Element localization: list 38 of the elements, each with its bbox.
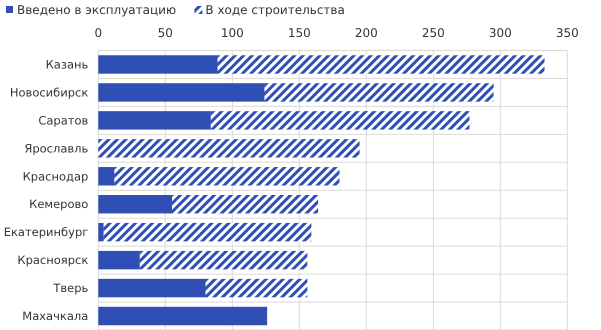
x-tick-label: 200 (354, 26, 378, 40)
y-tick-label: Ярославль (24, 141, 89, 156)
bar (114, 167, 340, 186)
x-tick-label: 100 (220, 26, 244, 40)
y-tick-label: Краснодар (22, 169, 88, 184)
x-tick-label: 250 (422, 26, 445, 40)
bar (98, 222, 104, 242)
bar (98, 278, 206, 298)
bar (98, 306, 268, 326)
y-tick-label: Новосибирск (10, 85, 88, 100)
x-tick-label: 300 (488, 26, 512, 40)
y-tick-label: Казань (46, 57, 89, 72)
bar (98, 111, 211, 130)
y-tick-label: Саратов (38, 113, 89, 128)
y-tick-label: Тверь (52, 281, 89, 296)
bar (98, 55, 218, 74)
x-tick-label: 150 (288, 26, 311, 40)
legend-label: Введено в эксплуатацию (17, 3, 176, 17)
bar (218, 55, 545, 74)
bar (104, 222, 312, 242)
legend-label: В ходе строительства (205, 3, 345, 17)
x-tick-label: 0 (94, 26, 102, 40)
bar (172, 195, 318, 214)
bar (206, 278, 308, 298)
bar (98, 167, 114, 186)
bar (140, 250, 308, 270)
y-tick-label: Красноярск (17, 253, 88, 268)
bar (98, 195, 172, 214)
bar (98, 139, 360, 158)
x-tick-label: 350 (556, 26, 579, 40)
y-tick-label: Екатеринбург (4, 225, 88, 240)
bar (98, 250, 140, 270)
bar (98, 83, 264, 102)
bar (210, 111, 470, 130)
x-tick-label: 50 (158, 26, 173, 40)
y-tick-label: Кемерово (29, 197, 88, 212)
bar (264, 83, 494, 102)
y-tick-label: Махачкала (22, 309, 88, 324)
